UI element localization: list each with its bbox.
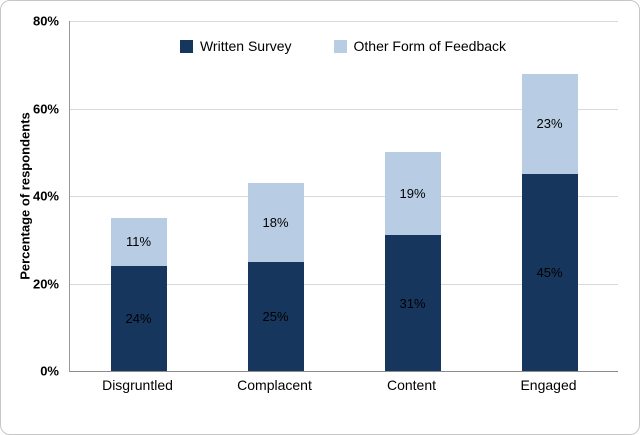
data-label-other-form-of-feedback-engaged: 23% — [536, 116, 563, 132]
legend-item-written-survey: Written Survey — [179, 38, 292, 54]
y-tick-40: 40% — [32, 188, 59, 204]
bar-segment-written-survey-content: 31% — [384, 235, 441, 371]
x-axis: Disgruntled Complacent Content Engaged — [69, 378, 617, 402]
x-label-content: Content — [386, 377, 437, 393]
bar-complacent: 25% 18% — [247, 21, 304, 371]
bar-segment-other-form-of-feedback-disgruntled: 11% — [110, 217, 167, 266]
y-tick-20: 20% — [32, 276, 59, 291]
y-tick-60: 60% — [32, 101, 59, 116]
gridline-40 — [70, 196, 618, 197]
bar-segment-written-survey-disgruntled: 24% — [110, 266, 167, 371]
bar-segment-other-form-of-feedback-content: 19% — [384, 152, 441, 236]
legend-item-other-feedback: Other Form of Feedback — [333, 38, 507, 54]
chart-legend: Written Survey Other Form of Feedback — [69, 39, 617, 53]
gridline-60 — [70, 108, 618, 110]
bar-segment-written-survey-complacent: 25% — [247, 261, 304, 371]
bar-content: 31% 19% — [384, 21, 441, 371]
data-label-written-survey-complacent: 25% — [262, 308, 289, 324]
x-label-engaged: Engaged — [520, 377, 577, 393]
data-label-written-survey-content: 31% — [399, 295, 426, 311]
legend-label-written-survey: Written Survey — [199, 38, 292, 54]
gridline-20 — [70, 283, 618, 285]
data-label-written-survey-disgruntled: 24% — [125, 311, 152, 326]
bar-engaged: 45% 23% — [521, 21, 578, 371]
bar-disgruntled: 24% 11% — [110, 21, 167, 371]
bar-segment-written-survey-engaged: 45% — [521, 174, 578, 371]
data-label-other-form-of-feedback-content: 19% — [399, 186, 426, 202]
y-tick-0: 0% — [40, 363, 59, 379]
x-label-disgruntled: Disgruntled — [102, 377, 173, 393]
data-label-written-survey-engaged: 45% — [536, 265, 563, 281]
legend-label-other-feedback: Other Form of Feedback — [353, 38, 507, 54]
legend-swatch-other-feedback — [333, 39, 347, 53]
legend-swatch-written-survey — [179, 39, 193, 53]
y-tick-80: 80% — [32, 13, 59, 29]
gridline-80 — [70, 21, 618, 22]
bar-segment-other-form-of-feedback-engaged: 23% — [521, 73, 578, 175]
plot-area: 24% 11% 25% 18% 31% 19% 45% 23% — [69, 21, 618, 372]
data-label-other-form-of-feedback-disgruntled: 11% — [125, 234, 152, 250]
data-label-other-form-of-feedback-complacent: 18% — [262, 214, 289, 230]
x-label-complacent: Complacent — [237, 377, 312, 393]
bar-segment-other-form-of-feedback-complacent: 18% — [247, 182, 304, 262]
